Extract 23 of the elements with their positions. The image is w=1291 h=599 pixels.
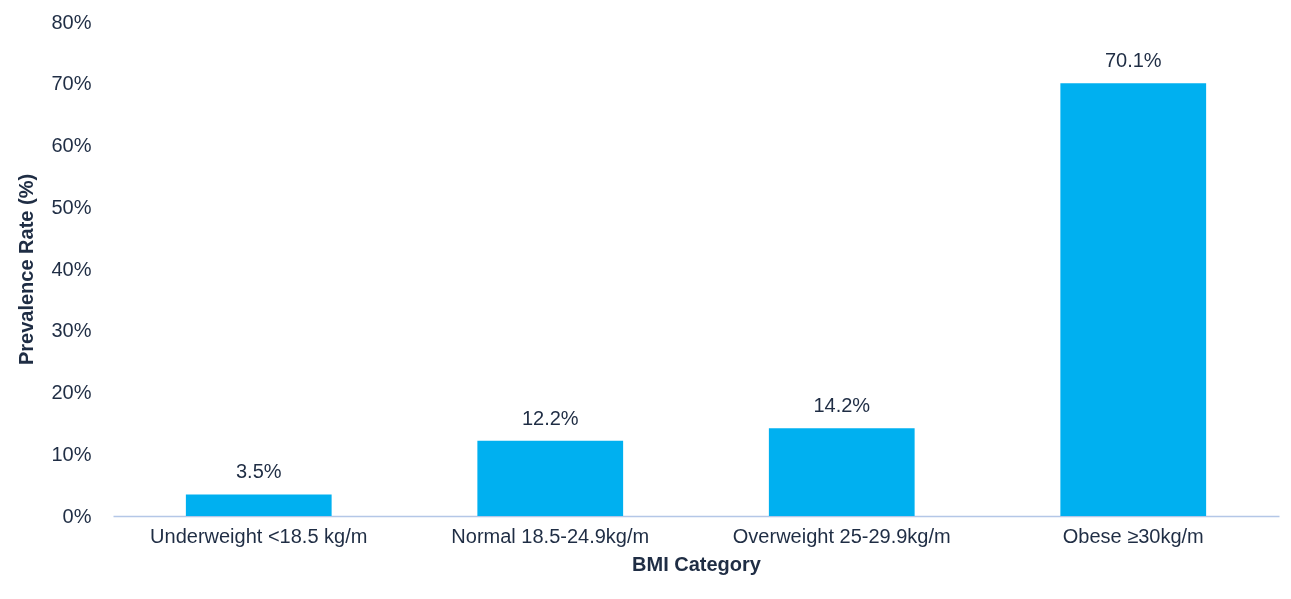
y-tick-label: 50%: [51, 195, 92, 218]
y-tick-label: 40%: [51, 257, 92, 280]
bar: [1060, 83, 1207, 516]
data-label: 14.2%: [813, 394, 871, 417]
x-tick-label: Underweight <18.5 kg/m: [150, 524, 368, 547]
data-label: 70.1%: [1104, 49, 1162, 72]
y-axis-title: Prevalence Rate (%): [15, 173, 38, 366]
y-tick-label: 70%: [51, 72, 92, 95]
y-tick-label: 0%: [62, 504, 92, 527]
x-tick-label: Normal 18.5-24.9kg/m: [451, 524, 650, 547]
x-axis-title: BMI Category: [632, 552, 762, 575]
y-tick-label: 60%: [51, 134, 92, 156]
bar: [768, 428, 915, 516]
y-tick-label: 20%: [51, 381, 92, 403]
x-tick-label: Obese ≥30kg/m: [1062, 524, 1204, 547]
data-label: 3.5%: [235, 460, 282, 483]
bar: [477, 440, 624, 516]
y-tick-label: 30%: [51, 319, 92, 342]
y-tick-label: 80%: [51, 10, 92, 33]
y-tick-label: 10%: [51, 442, 92, 465]
x-tick-label: Overweight 25-29.9kg/m: [732, 524, 951, 547]
data-label: 12.2%: [521, 406, 579, 429]
bar: [185, 494, 332, 516]
